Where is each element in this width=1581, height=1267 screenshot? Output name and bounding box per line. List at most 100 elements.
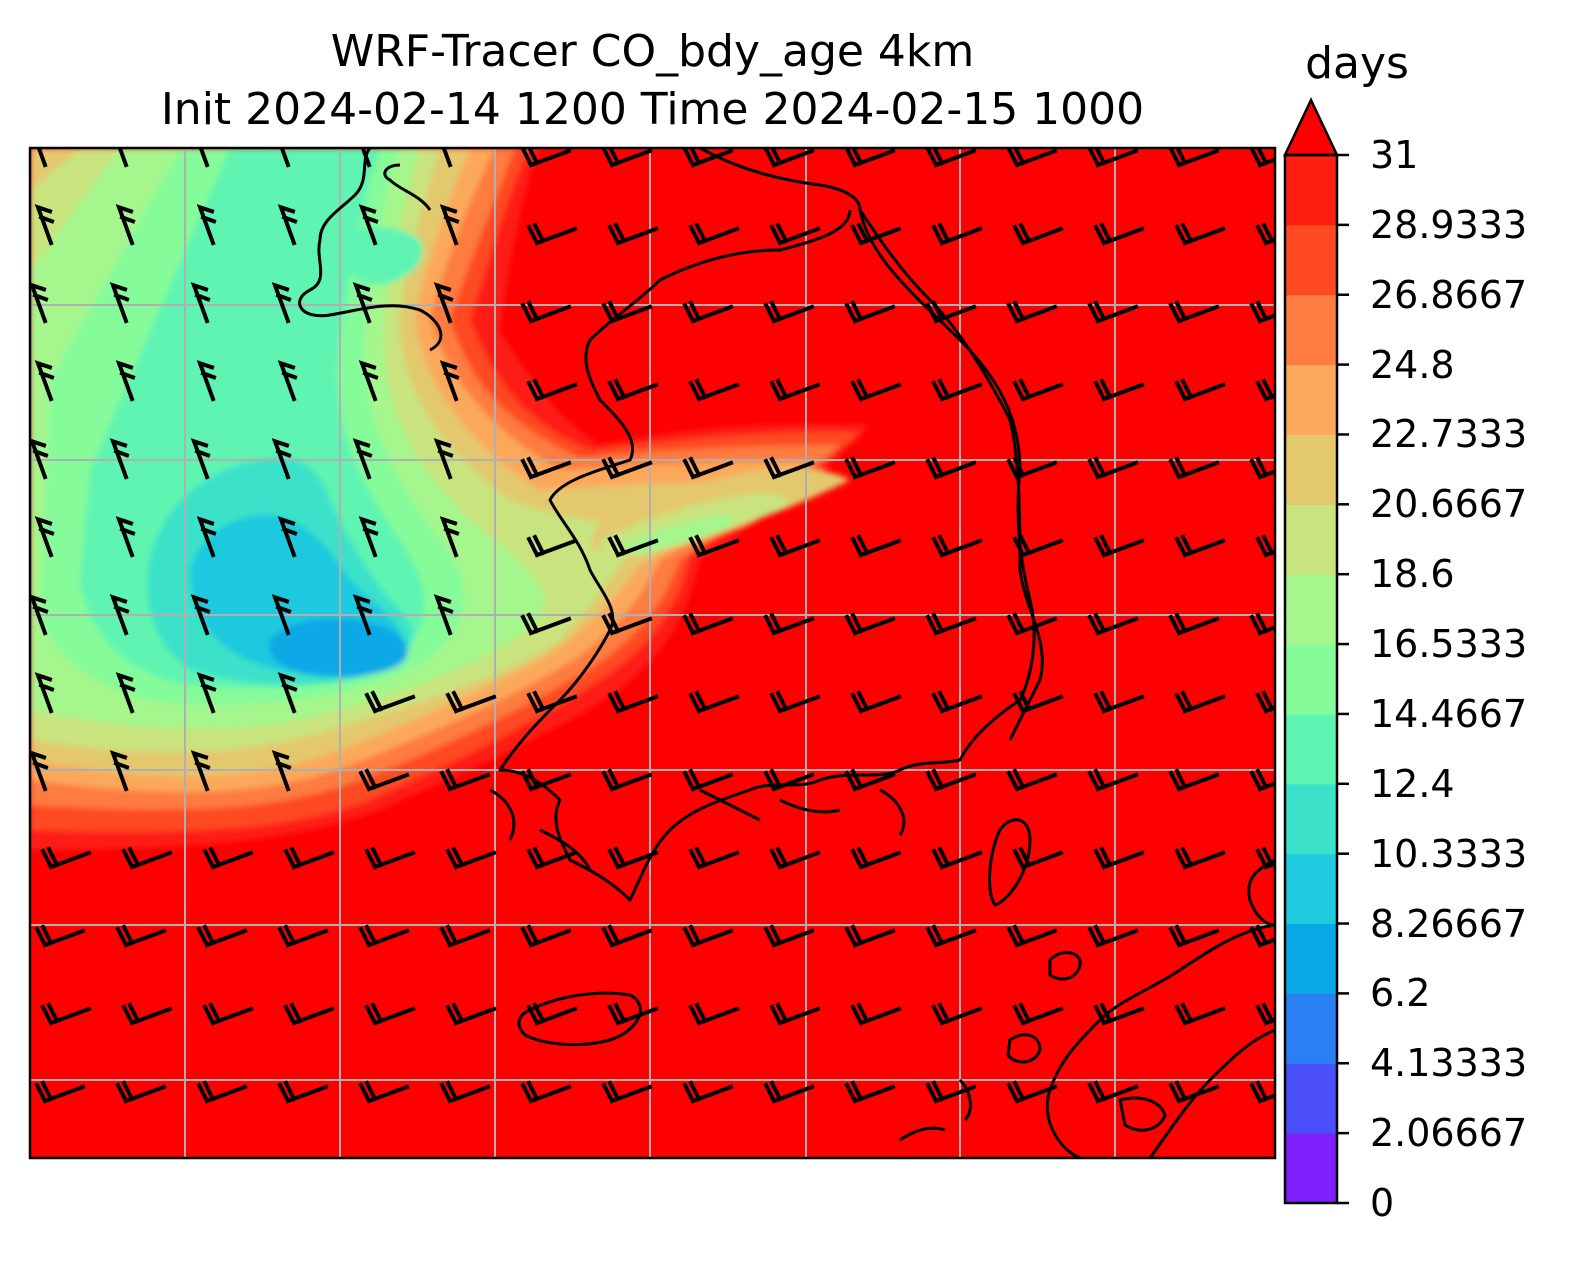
wind-barb [526, 378, 578, 402]
japan-kyushu [1045, 923, 1275, 1158]
wind-barb [358, 360, 379, 402]
wind-barb [1249, 924, 1275, 948]
wind-barb [601, 612, 653, 636]
wind-barb [931, 846, 983, 870]
wind-barb [520, 612, 572, 636]
wind-barb [115, 204, 136, 246]
colorbar-segment [1285, 1063, 1337, 1134]
wind-barb [277, 204, 298, 246]
wind-barb [1093, 378, 1145, 402]
wind-barb [682, 768, 734, 792]
colorbar-segment [1285, 224, 1337, 296]
wind-barb [763, 924, 815, 948]
wind-barb [844, 924, 896, 948]
wind-barb [439, 768, 491, 792]
wind-barb [607, 534, 659, 558]
wind-barb [931, 222, 983, 246]
wind-barb [1174, 378, 1226, 402]
wind-barb [1174, 846, 1226, 870]
wind-barb [277, 360, 298, 402]
wind-barb [688, 1002, 740, 1026]
colorbar-segment [1285, 993, 1337, 1064]
wind-barb [607, 690, 659, 714]
wind-barb [688, 222, 740, 246]
wind-barb [763, 456, 815, 480]
wind-barb [844, 300, 896, 324]
wind-barb [190, 438, 211, 480]
wind-barb [109, 282, 130, 324]
wind-barb [601, 300, 653, 324]
wind-barb [1249, 768, 1275, 792]
korea-west-coast [498, 148, 1036, 902]
wind-barb [844, 768, 896, 792]
wind-barb [202, 846, 254, 870]
wind-barb [1174, 222, 1226, 246]
wind-barb [277, 924, 329, 948]
wind-barb [1249, 456, 1275, 480]
colorbar-tick-label: 8.26667 [1370, 901, 1528, 946]
wind-barb [688, 690, 740, 714]
coastlines [298, 148, 1275, 1158]
wind-barb [271, 594, 292, 636]
wind-barb [520, 148, 572, 168]
wind-barb [1012, 378, 1064, 402]
wind-barb [1174, 690, 1226, 714]
wind-barb [850, 534, 902, 558]
wind-barb [115, 672, 136, 714]
wind-barb [1255, 378, 1275, 402]
wind-barb [433, 438, 454, 480]
colorbar-segment [1285, 364, 1337, 435]
wind-barb [433, 282, 454, 324]
wind-barb [607, 846, 659, 870]
colorbar-tick-label: 10.3333 [1370, 831, 1528, 876]
wind-barb [850, 378, 902, 402]
wind-barb [763, 1080, 815, 1104]
wind-barb [439, 1080, 491, 1104]
wind-barb [364, 1002, 416, 1026]
wind-barb [763, 300, 815, 324]
wind-barb [925, 148, 977, 168]
wind-barb [1174, 1002, 1226, 1026]
wind-barb [196, 204, 217, 246]
wind-barb [1087, 300, 1139, 324]
wind-barb [1006, 612, 1058, 636]
wind-barb [1006, 924, 1058, 948]
colorbar-segment [1285, 434, 1337, 505]
colorbar-segment [1285, 783, 1337, 855]
wind-barb [190, 594, 211, 636]
wind-barb [190, 750, 211, 792]
wind-barb [445, 690, 497, 714]
wind-barb [34, 516, 55, 558]
colorbar-tick-label: 12.4 [1370, 761, 1455, 806]
wind-barb [358, 768, 410, 792]
wind-barb [433, 594, 454, 636]
wind-barb [30, 594, 49, 636]
wind-barb [352, 282, 373, 324]
wind-barb [925, 456, 977, 480]
wind-barb [1093, 1002, 1145, 1026]
wind-barb [1168, 768, 1220, 792]
wind-barb [520, 1080, 572, 1104]
wind-barb [30, 438, 49, 480]
wind-barb [844, 456, 896, 480]
wind-barb [607, 378, 659, 402]
wind-barb [202, 1002, 254, 1026]
wind-barbs [30, 148, 1275, 1104]
wind-barb [121, 1002, 173, 1026]
wind-barb [1087, 768, 1139, 792]
wind-barb [1012, 534, 1064, 558]
wind-barb [526, 222, 578, 246]
wind-barb [601, 924, 653, 948]
contour-mid-14 [339, 226, 423, 285]
wind-barb [196, 516, 217, 558]
map-panel [30, 148, 1275, 1158]
colorbar-tick-label: 4.13333 [1370, 1041, 1528, 1086]
wind-barb [1168, 148, 1220, 168]
wind-barb [441, 148, 453, 168]
colorbar-segment [1285, 294, 1337, 366]
wind-barb [40, 846, 92, 870]
colorbar-segment [1285, 155, 1337, 226]
colorbar-segment [1285, 1133, 1337, 1204]
wind-barb [271, 438, 292, 480]
wind-barb [30, 282, 49, 324]
